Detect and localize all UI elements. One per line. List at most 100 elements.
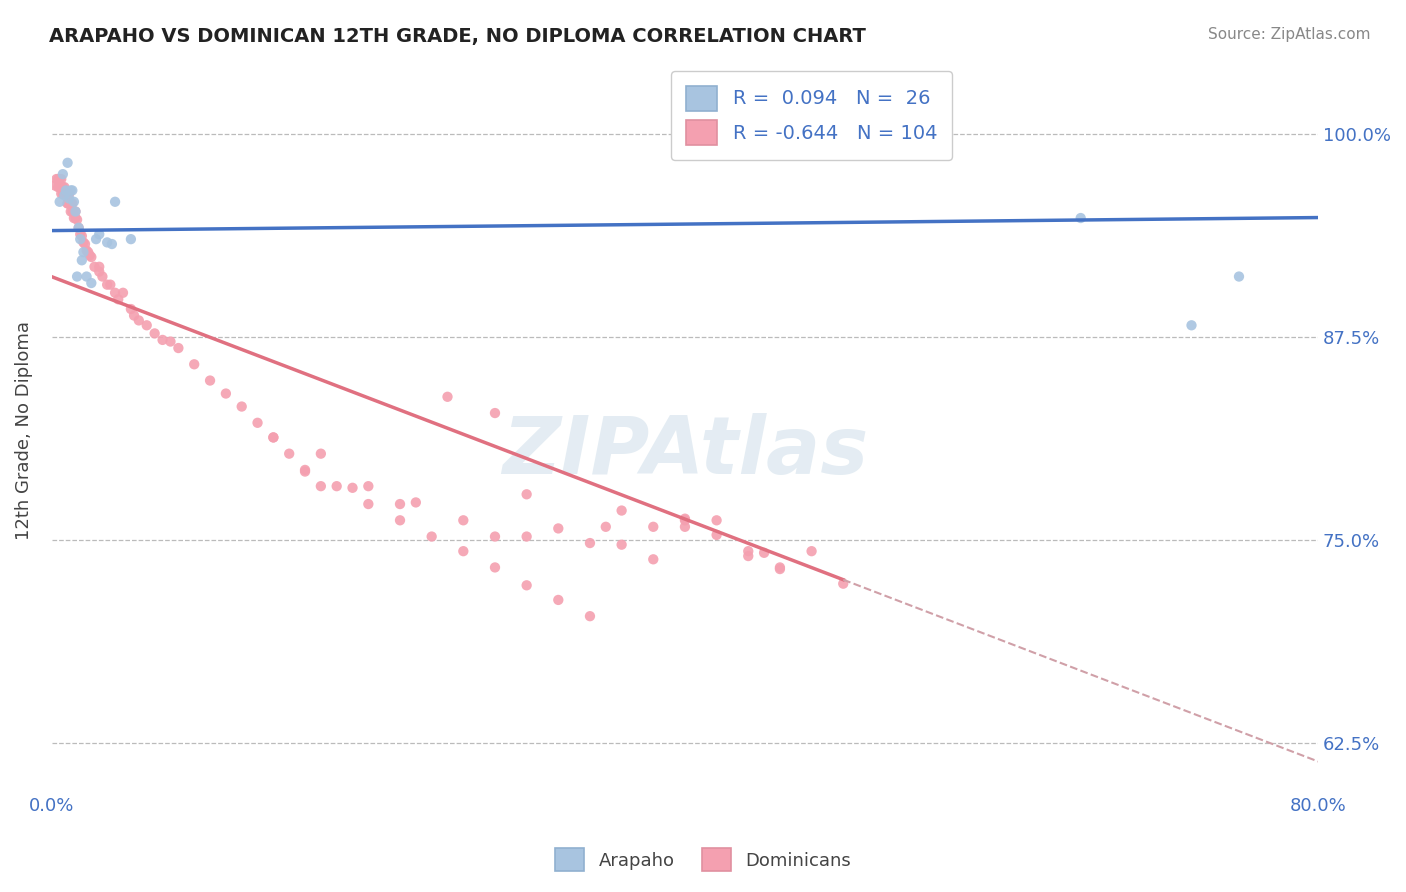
Point	[643, 520, 665, 534]
Point	[96, 235, 118, 250]
Point	[769, 562, 792, 576]
Point	[107, 293, 129, 307]
Point	[52, 167, 75, 181]
Point	[70, 253, 93, 268]
Point	[72, 235, 94, 250]
Point	[610, 538, 633, 552]
Point	[67, 220, 90, 235]
Point	[46, 180, 69, 194]
Point	[76, 269, 98, 284]
Point	[65, 211, 87, 225]
Point	[610, 503, 633, 517]
Point	[66, 269, 89, 284]
Point	[73, 237, 96, 252]
Point	[89, 260, 111, 274]
Point	[215, 386, 238, 401]
Point	[516, 578, 538, 592]
Point	[48, 172, 70, 186]
Point	[91, 269, 114, 284]
Point	[65, 204, 87, 219]
Point	[53, 188, 76, 202]
Point	[420, 530, 443, 544]
Point	[198, 374, 221, 388]
Point	[60, 204, 83, 219]
Point	[70, 228, 93, 243]
Point	[294, 465, 316, 479]
Point	[65, 204, 87, 219]
Point	[388, 497, 411, 511]
Point	[96, 277, 118, 292]
Point	[98, 277, 121, 292]
Point	[76, 244, 98, 258]
Point	[405, 495, 427, 509]
Point	[484, 406, 506, 420]
Point	[44, 178, 66, 193]
Point	[183, 357, 205, 371]
Point	[262, 430, 284, 444]
Point	[72, 245, 94, 260]
Point	[45, 172, 67, 186]
Point	[769, 560, 792, 574]
Point	[673, 520, 696, 534]
Point	[53, 180, 76, 194]
Point	[737, 549, 759, 563]
Point	[673, 511, 696, 525]
Point	[325, 479, 347, 493]
Point	[484, 530, 506, 544]
Point	[84, 232, 107, 246]
Point	[388, 513, 411, 527]
Point	[152, 333, 174, 347]
Legend: Arapaho, Dominicans: Arapaho, Dominicans	[548, 841, 858, 879]
Point	[55, 186, 77, 201]
Point	[453, 544, 475, 558]
Point	[595, 520, 617, 534]
Point	[579, 536, 602, 550]
Point	[63, 194, 86, 209]
Point	[80, 276, 103, 290]
Point	[66, 212, 89, 227]
Point	[436, 390, 458, 404]
Point	[56, 196, 79, 211]
Point	[673, 513, 696, 527]
Point	[246, 416, 269, 430]
Point	[706, 528, 728, 542]
Point	[48, 180, 70, 194]
Point	[58, 192, 80, 206]
Point	[122, 309, 145, 323]
Point	[83, 260, 105, 274]
Point	[104, 194, 127, 209]
Point	[89, 227, 111, 242]
Point	[51, 180, 73, 194]
Point	[77, 245, 100, 260]
Point	[262, 430, 284, 444]
Point	[342, 481, 364, 495]
Text: ZIPAtlas: ZIPAtlas	[502, 413, 868, 491]
Point	[52, 180, 75, 194]
Point	[516, 487, 538, 501]
Point	[643, 552, 665, 566]
Point	[55, 186, 77, 201]
Point	[453, 513, 475, 527]
Point	[101, 237, 124, 252]
Point	[79, 248, 101, 262]
Point	[52, 186, 75, 201]
Point	[48, 180, 70, 194]
Point	[579, 609, 602, 624]
Point	[706, 513, 728, 527]
Legend: R =  0.094   N =  26, R = -0.644   N = 104: R = 0.094 N = 26, R = -0.644 N = 104	[672, 71, 952, 160]
Point	[51, 172, 73, 186]
Point	[67, 220, 90, 235]
Point	[56, 155, 79, 169]
Point	[46, 172, 69, 186]
Point	[60, 183, 83, 197]
Point	[484, 560, 506, 574]
Point	[547, 521, 569, 535]
Point	[69, 227, 91, 242]
Point	[294, 463, 316, 477]
Point	[53, 186, 76, 201]
Point	[59, 183, 82, 197]
Point	[104, 285, 127, 300]
Point	[51, 186, 73, 201]
Point	[1070, 211, 1092, 225]
Point	[48, 194, 70, 209]
